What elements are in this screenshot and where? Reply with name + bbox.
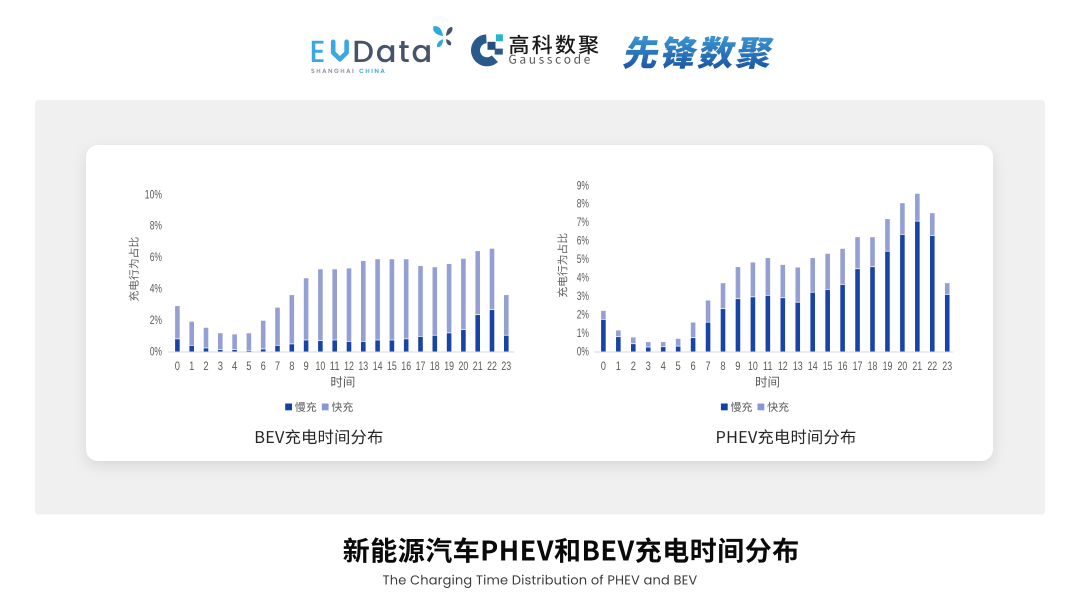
svg-text:5%: 5%: [577, 252, 590, 266]
svg-text:0: 0: [175, 361, 180, 373]
svg-text:16: 16: [401, 361, 411, 373]
svg-text:12: 12: [344, 361, 354, 373]
svg-text:0: 0: [601, 361, 606, 373]
svg-text:8: 8: [289, 361, 294, 373]
svg-text:10: 10: [316, 361, 326, 373]
svg-text:1: 1: [189, 361, 194, 373]
svg-text:13: 13: [793, 361, 803, 373]
svg-text:20: 20: [459, 361, 469, 373]
svg-text:13: 13: [358, 361, 368, 373]
svg-text:19: 19: [883, 361, 893, 373]
svg-text:21: 21: [473, 361, 483, 373]
svg-text:17: 17: [416, 361, 426, 373]
svg-text:8: 8: [720, 361, 725, 373]
svg-text:7: 7: [275, 361, 280, 373]
svg-text:4%: 4%: [577, 271, 590, 285]
svg-text:23: 23: [501, 361, 511, 373]
svg-text:8%: 8%: [577, 197, 590, 211]
svg-text:6: 6: [691, 361, 696, 373]
svg-text:18: 18: [868, 361, 878, 373]
svg-text:10: 10: [748, 361, 758, 373]
svg-text:9: 9: [304, 361, 309, 373]
svg-text:22: 22: [487, 361, 497, 373]
svg-text:21: 21: [912, 361, 922, 373]
svg-text:7: 7: [705, 361, 710, 373]
svg-text:12: 12: [778, 361, 788, 373]
svg-text:4: 4: [661, 361, 667, 373]
svg-text:4%: 4%: [150, 282, 163, 296]
svg-text:20: 20: [898, 361, 908, 373]
svg-text:6: 6: [261, 361, 266, 373]
svg-text:5: 5: [676, 361, 681, 373]
svg-text:18: 18: [430, 361, 440, 373]
svg-text:2: 2: [203, 361, 208, 373]
svg-text:2%: 2%: [150, 313, 163, 327]
svg-text:22: 22: [927, 361, 937, 373]
svg-text:4: 4: [232, 361, 238, 373]
svg-text:9: 9: [735, 361, 740, 373]
svg-text:23: 23: [942, 361, 952, 373]
svg-text:2: 2: [631, 361, 636, 373]
svg-text:19: 19: [444, 361, 454, 373]
svg-text:11: 11: [330, 361, 340, 373]
svg-text:15: 15: [823, 361, 833, 373]
svg-text:14: 14: [808, 361, 818, 373]
svg-text:9%: 9%: [577, 178, 590, 192]
svg-text:2%: 2%: [577, 308, 590, 322]
svg-text:3: 3: [218, 361, 223, 373]
svg-text:14: 14: [373, 361, 383, 373]
svg-text:6%: 6%: [150, 250, 163, 264]
svg-text:3%: 3%: [577, 289, 590, 303]
svg-text:8%: 8%: [150, 219, 163, 233]
svg-text:17: 17: [853, 361, 863, 373]
svg-text:16: 16: [838, 361, 848, 373]
svg-text:5: 5: [246, 361, 251, 373]
svg-text:11: 11: [763, 361, 773, 373]
svg-text:6%: 6%: [577, 234, 590, 248]
svg-text:7%: 7%: [577, 215, 590, 229]
svg-text:0%: 0%: [150, 345, 163, 359]
svg-text:10%: 10%: [145, 187, 162, 201]
svg-text:15: 15: [387, 361, 397, 373]
svg-text:0%: 0%: [577, 345, 590, 359]
svg-text:1: 1: [616, 361, 621, 373]
svg-text:3: 3: [646, 361, 651, 373]
svg-text:1%: 1%: [577, 326, 590, 340]
